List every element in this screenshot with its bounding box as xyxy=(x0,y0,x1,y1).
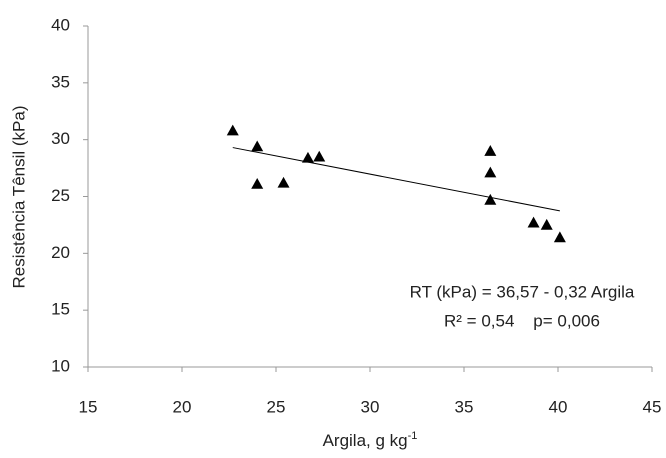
point xyxy=(484,193,497,205)
x-tick-label: 25 xyxy=(267,397,286,416)
y-tick-label: 40 xyxy=(51,15,70,34)
x-axis-title: Argila, g kg-1 xyxy=(323,430,418,451)
point xyxy=(226,124,239,136)
trendline xyxy=(232,147,560,212)
x-tick-label: 20 xyxy=(173,397,192,416)
point xyxy=(251,140,264,152)
y-tick-label: 15 xyxy=(51,300,70,319)
x-tick-label: 45 xyxy=(643,397,662,416)
stats: R² = 0,54 p= 0,006 xyxy=(444,311,600,330)
point xyxy=(301,151,314,163)
y-tick-label: 10 xyxy=(51,356,70,375)
equation: RT (kPa) = 36,57 - 0,32 Argila xyxy=(410,282,635,301)
x-tick-label: 35 xyxy=(455,397,474,416)
y-tick-label: 30 xyxy=(51,129,70,148)
point xyxy=(313,150,326,162)
point xyxy=(540,218,553,230)
y-axis-title: Resistência Tênsil (kPa) xyxy=(9,106,28,289)
y-tick-label: 35 xyxy=(51,72,70,91)
y-tick-label: 20 xyxy=(51,243,70,262)
point xyxy=(251,177,264,189)
x-tick-label: 15 xyxy=(79,397,98,416)
point xyxy=(553,231,566,243)
point xyxy=(527,216,540,228)
point xyxy=(484,145,497,156)
x-tick-label: 40 xyxy=(549,397,568,416)
point xyxy=(484,166,497,178)
point xyxy=(277,176,290,188)
x-axis-title-text: Argila, g kg xyxy=(323,431,408,450)
x-tick-label: 30 xyxy=(361,397,380,416)
x-axis-title-sup: -1 xyxy=(408,430,418,442)
y-tick-label: 25 xyxy=(51,186,70,205)
